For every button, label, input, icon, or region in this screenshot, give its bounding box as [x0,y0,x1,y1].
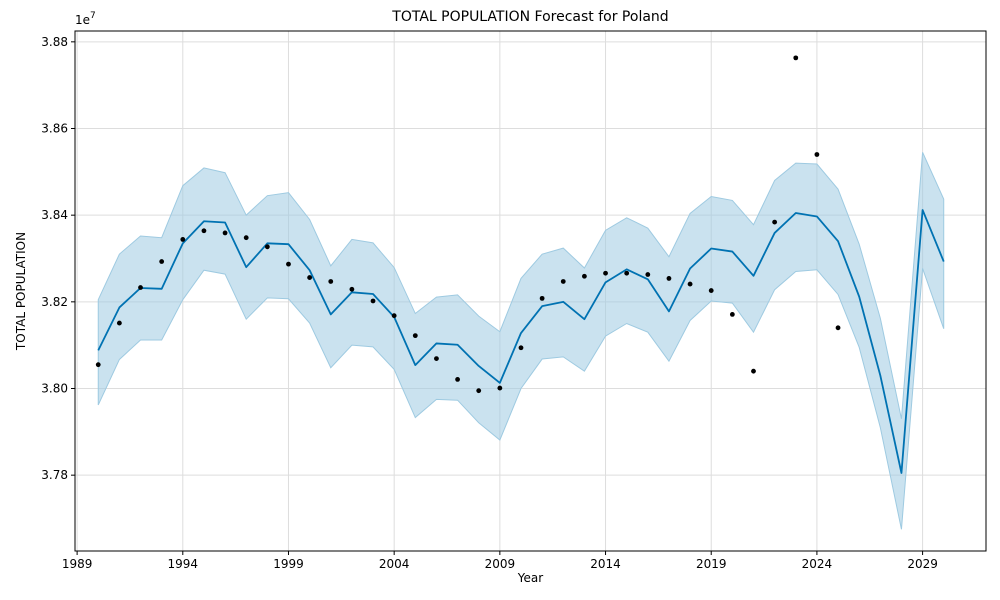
observed-point [116,320,122,326]
observed-point [687,281,693,287]
x-tick-label: 2014 [590,557,621,571]
y-tick-label: 3.86 [41,122,68,136]
y-axis-ticks: 3.78 3.80 3.82 3.84 3.86 3.88 [41,35,75,482]
y-tick-label: 3.82 [41,295,68,309]
observed-point [349,286,355,292]
observed-point [201,228,207,234]
y-tick-label: 3.88 [41,35,68,49]
observed-point [328,279,334,284]
observed-point [180,237,186,242]
x-axis-title: Year [517,571,543,585]
x-tick-label: 2004 [379,557,410,571]
observed-point [772,219,778,225]
observed-point [159,259,165,264]
x-tick-label: 1994 [168,557,199,571]
observed-point [370,298,376,304]
observed-point [814,152,820,157]
observed-point [307,275,313,280]
observed-point [624,270,630,276]
observed-point [603,270,608,276]
uncertainty-band-layer [97,152,945,530]
observed-point [560,279,566,284]
x-axis-ticks: 1989 1994 1999 2004 2009 2014 2019 2024 2029 [62,551,938,571]
chart-title: TOTAL POPULATION Forecast for Poland [391,9,668,25]
observed-point [666,276,672,281]
observed-point [455,377,460,382]
observed-point [729,312,735,317]
observed-point [138,285,143,290]
observed-point [539,295,545,301]
observed-point [391,313,397,319]
x-tick-label: 2024 [802,557,833,571]
y-tick-label: 3.78 [41,468,68,482]
observed-point [243,235,249,241]
observed-point [286,261,291,267]
observed-point [645,272,651,277]
observed-point [751,368,756,374]
uncertainty-band [97,152,945,530]
observed-point [264,244,270,250]
observed-point [518,345,524,351]
observed-point [222,230,228,236]
observed-point [793,55,799,61]
observed-point [708,288,714,293]
x-tick-label: 1989 [62,557,93,571]
observed-points-layer [95,55,841,394]
observed-point [95,362,101,368]
x-tick-label: 2019 [696,557,727,571]
grid-lines [75,31,986,551]
y-axis-title: TOTAL POPULATION [14,232,28,351]
y-tick-label: 3.84 [41,208,68,222]
plot-area-frame [74,30,987,552]
observed-point [476,388,482,394]
observed-point [835,325,841,331]
forecast-line-layer [97,209,945,474]
forecast-line [97,209,945,474]
y-tick-label: 3.80 [41,382,68,396]
y-axis-offset-label: 1e7 [75,11,96,27]
x-tick-label: 2009 [485,557,516,571]
x-tick-label: 2029 [907,557,938,571]
x-tick-label: 1999 [273,557,304,571]
observed-point [497,385,503,391]
observed-point [582,273,587,279]
observed-point [412,333,418,339]
observed-point [434,356,439,361]
